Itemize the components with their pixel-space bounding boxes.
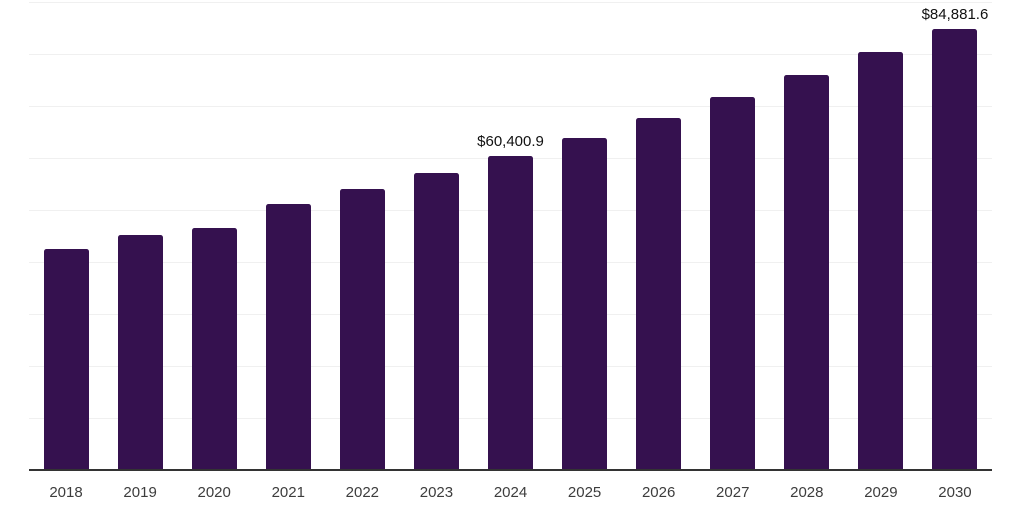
gridline-80000 <box>29 54 992 55</box>
bar-2026 <box>636 118 682 470</box>
x-tick-2026: 2026 <box>641 484 676 501</box>
x-tick-2028: 2028 <box>790 484 824 501</box>
bar-2028 <box>784 75 830 470</box>
bar-2018 <box>43 249 89 470</box>
x-tick-2030: 2030 <box>938 484 972 501</box>
value-label-2030: $84,881.6 <box>921 5 989 23</box>
x-tick-2023: 2023 <box>419 484 454 501</box>
bar-2027 <box>710 97 756 470</box>
bar-2019 <box>117 234 163 470</box>
bar-2029 <box>858 52 904 470</box>
x-axis-line <box>29 469 992 471</box>
x-tick-2021: 2021 <box>271 484 305 501</box>
x-tick-2018: 2018 <box>49 484 83 501</box>
bar-2025 <box>562 137 608 470</box>
gridline-90000 <box>29 2 992 3</box>
x-tick-2022: 2022 <box>345 484 380 501</box>
bar-2021 <box>265 204 311 470</box>
bar-2020 <box>191 228 237 470</box>
x-axis-labels: 2018 2019 2020 2021 2022 2023 2024 2025 2026 2027… <box>29 484 992 504</box>
plot-area: $60,400.9 $84,881.6 <box>29 2 992 470</box>
bar-2022 <box>339 188 385 470</box>
value-label-2024: $60,400.9 <box>477 132 544 150</box>
bar-2023 <box>413 172 459 470</box>
gridline-70000 <box>29 106 992 107</box>
x-tick-2019: 2019 <box>123 484 157 501</box>
x-tick-2024: 2024 <box>493 484 528 501</box>
x-tick-2029: 2029 <box>864 484 898 501</box>
bar-2024 <box>488 155 533 470</box>
x-tick-2020: 2020 <box>197 484 231 501</box>
x-tick-2025: 2025 <box>567 484 602 501</box>
bar-2030 <box>932 28 978 470</box>
x-tick-2027: 2027 <box>716 484 750 501</box>
